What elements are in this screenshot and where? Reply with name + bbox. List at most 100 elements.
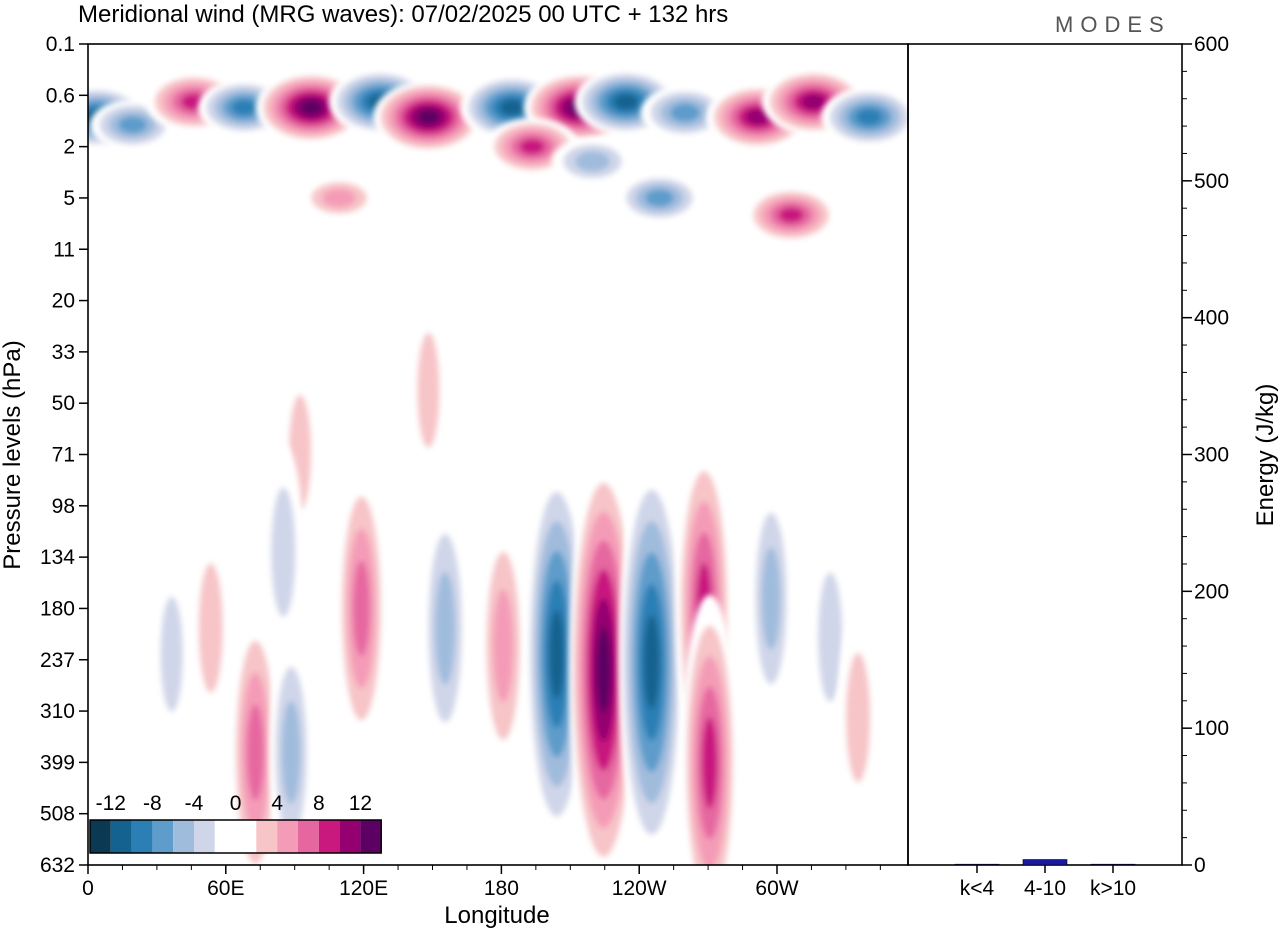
energy-panel: 0 100 200 300 400 500 600 k<4 4-10 k>10 Energy (… <box>907 33 1279 900</box>
colorbar-swatch <box>194 820 215 853</box>
pressure-tick-label: 0.1 <box>46 33 75 56</box>
contour-cell <box>409 294 448 487</box>
colorbar-label: 12 <box>349 792 372 815</box>
contour-level <box>519 138 545 155</box>
contour-level <box>745 109 770 125</box>
contour-level <box>300 100 323 115</box>
contour-level <box>271 487 296 617</box>
energy-category-label: k<4 <box>960 877 995 900</box>
contour-cell <box>525 462 589 847</box>
pressure-tick-label: 11 <box>53 238 75 261</box>
colorbar-swatch <box>235 820 257 853</box>
contour-level <box>231 99 257 116</box>
contour-cell <box>152 558 191 751</box>
pressure-tick-label: 632 <box>40 854 75 877</box>
longitude-tick-label: 60E <box>207 877 244 900</box>
pressure-axis-label: Pressure levels (hPa) <box>0 340 26 569</box>
longitude-tick-label: 0 <box>82 877 94 900</box>
contour-cell <box>300 175 379 220</box>
contour-level <box>701 717 718 809</box>
contour-cell <box>744 186 838 244</box>
contour-cell <box>230 608 281 865</box>
contour-cell <box>262 444 304 661</box>
energy-bars: k<4 4-10 k>10 <box>954 859 1136 900</box>
contour-level <box>353 560 370 657</box>
pressure-tick-label: 399 <box>40 751 75 774</box>
contour-cell <box>336 464 387 753</box>
energy-category-label: k>10 <box>1090 877 1136 900</box>
contour-cell <box>269 632 314 865</box>
contour-level <box>160 596 183 712</box>
energy-axis-label: Energy (J/kg) <box>1252 384 1279 527</box>
pressure-tick-label: 310 <box>40 700 75 723</box>
modes-logo: MODES <box>1055 12 1171 37</box>
contour-level <box>761 547 781 650</box>
contour-level <box>417 109 440 125</box>
colorbar-swatch <box>90 820 111 853</box>
contour-cell <box>190 520 232 737</box>
chart-title: Meridional wind (MRG waves): 07/02/2025 … <box>78 1 728 28</box>
contour-level <box>417 332 440 448</box>
contour-level <box>596 626 611 714</box>
pressure-axis: 0.1 0.6 2 5 11 20 33 50 71 98 134 180 237 310 399 508 63… <box>40 33 88 877</box>
energy-tick-label: 600 <box>1194 33 1229 56</box>
contour-level <box>574 151 610 172</box>
colorbar-swatch <box>318 820 340 853</box>
contour-level <box>817 572 843 702</box>
energy-tick-label: 100 <box>1194 717 1229 740</box>
contour-level <box>198 563 224 693</box>
contour-level <box>549 609 565 699</box>
energy-tick-label: 200 <box>1194 580 1229 603</box>
colorbar-swatch <box>110 820 132 853</box>
contour-cell <box>821 87 908 148</box>
longitude-tick-label: 120W <box>612 877 667 900</box>
colorbar-label: -12 <box>96 792 126 815</box>
colorbar-swatch <box>152 820 174 853</box>
contour-level <box>247 704 264 801</box>
energy-category-label: 4-10 <box>1024 877 1066 900</box>
contour-level <box>845 652 871 783</box>
colorbar-swatch <box>360 820 382 853</box>
pressure-tick-label: 71 <box>52 444 75 467</box>
longitude-axis-label: Longitude <box>444 902 549 929</box>
energy-tick-label: 0 <box>1194 854 1206 877</box>
wind-anomaly-contours <box>88 68 908 865</box>
colorbar-frame <box>89 819 382 854</box>
contour-level <box>645 189 674 207</box>
colorbar: -12 -8 -4 0 4 8 12 <box>89 792 382 854</box>
colorbar-swatch <box>298 820 319 853</box>
contour-level <box>801 94 826 110</box>
pressure-tick-label: 5 <box>63 187 75 210</box>
colorbar-swatch <box>214 820 236 853</box>
energy-bar <box>1022 859 1068 866</box>
pressure-tick-label: 508 <box>40 803 75 826</box>
contour-cell <box>616 172 703 224</box>
contour-level <box>322 188 356 208</box>
pressure-tick-label: 237 <box>40 649 75 672</box>
colorbar-label: -8 <box>143 792 162 815</box>
hovmoller-plot <box>88 44 908 865</box>
energy-bar <box>1090 863 1136 866</box>
colorbar-label: -4 <box>185 792 204 815</box>
contour-cell <box>681 594 739 865</box>
contour-level <box>778 207 804 223</box>
contour-cell <box>618 458 685 865</box>
colorbar-swatch <box>277 820 298 853</box>
colorbar-label: 4 <box>271 792 283 815</box>
contour-level <box>643 615 660 710</box>
colorbar-swatch <box>131 820 153 853</box>
pressure-tick-label: 134 <box>40 546 75 569</box>
energy-tick-label: 300 <box>1194 444 1229 467</box>
energy-bar <box>954 863 1000 866</box>
colorbar-label: 8 <box>313 792 325 815</box>
pressure-tick-label: 0.6 <box>46 84 75 107</box>
energy-tick-label: 500 <box>1194 170 1229 193</box>
contour-cell <box>568 454 639 865</box>
energy-tick-label: 400 <box>1194 307 1229 330</box>
contour-level <box>856 108 883 126</box>
pressure-tick-label: 180 <box>40 597 75 620</box>
pressure-tick-label: 2 <box>63 136 75 159</box>
contour-cell <box>479 513 527 778</box>
longitude-tick-label: 180 <box>484 877 519 900</box>
